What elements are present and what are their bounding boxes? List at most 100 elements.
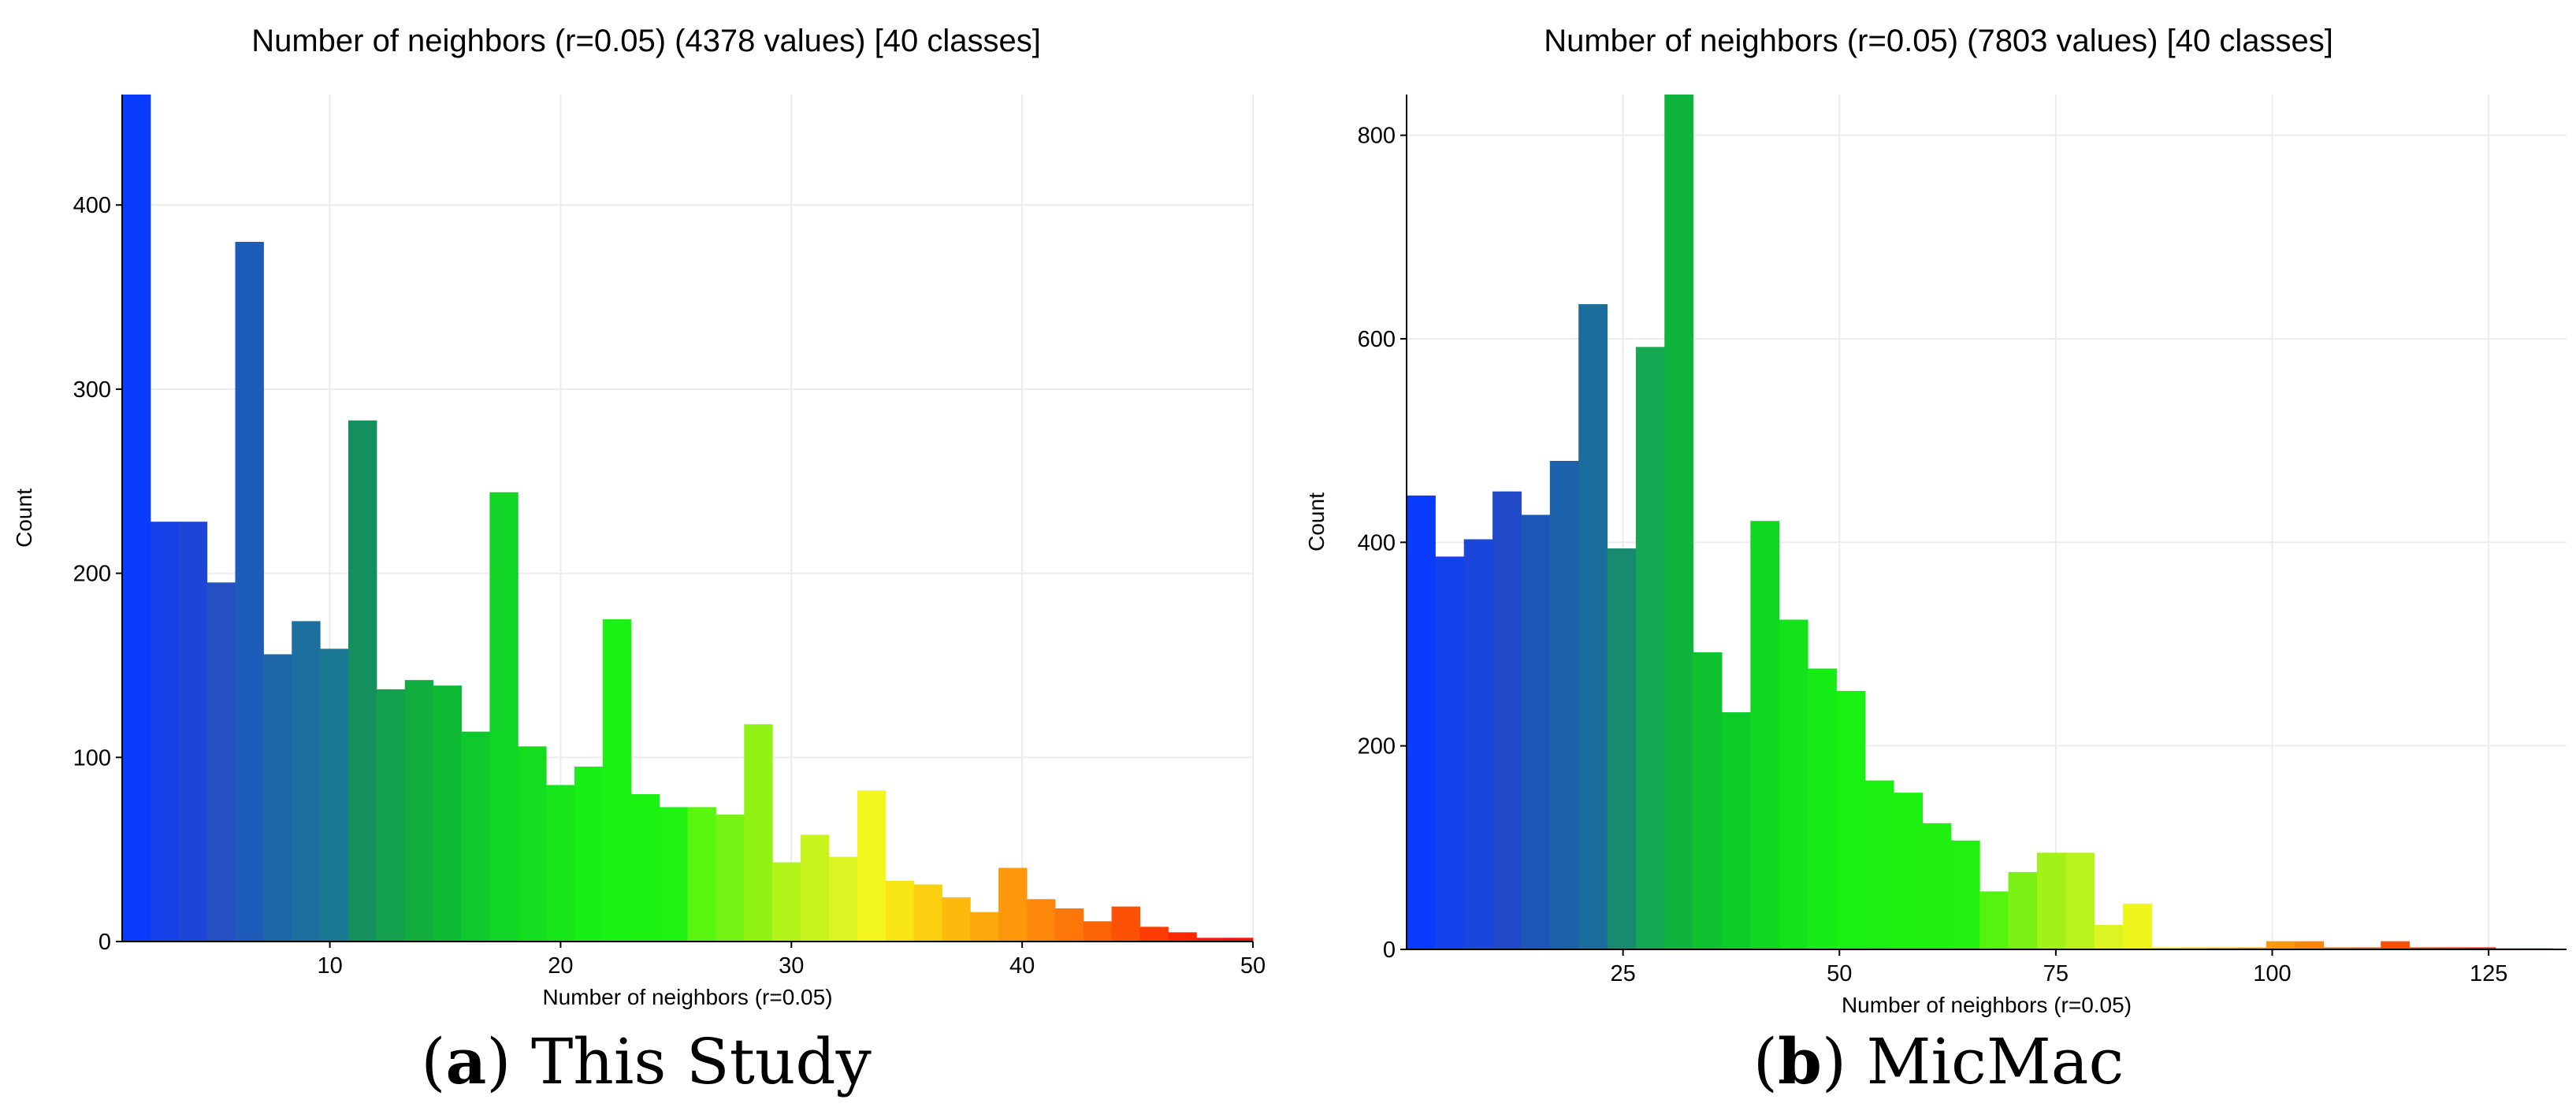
bar-a-8 — [348, 420, 377, 942]
bar-a-34 — [1083, 921, 1113, 942]
bar-a-35 — [1111, 906, 1140, 942]
bar-a-28 — [913, 884, 942, 942]
bar-b-21 — [2008, 871, 2038, 949]
bar-b-35 — [2409, 947, 2439, 949]
bar-b-29 — [2237, 947, 2267, 949]
bar-b-1 — [1435, 556, 1465, 949]
bar-b-16 — [1864, 780, 1894, 949]
bar-a-32 — [1027, 899, 1056, 942]
bar-a-37 — [1168, 932, 1197, 942]
x-tick-label-0: 10 — [317, 953, 342, 979]
bar-b-36 — [2437, 947, 2467, 949]
caption-letter-b: b — [1777, 1024, 1822, 1098]
chart-title-b: Number of neighbors (r=0.05) (7803 value… — [1544, 24, 2333, 58]
bar-a-13 — [489, 492, 519, 942]
x-axis-label: Number of neighbors (r=0.05) — [542, 985, 832, 1009]
y-tick-label-3: 600 — [1358, 327, 1396, 352]
x-axis-label: Number of neighbors (r=0.05) — [1842, 993, 2132, 1017]
bar-b-12 — [1750, 521, 1780, 949]
bar-a-19 — [659, 807, 688, 942]
panel-a: Number of neighbors (r=0.05) (4378 value… — [0, 0, 1277, 1118]
bar-a-4 — [235, 241, 264, 942]
bar-a-33 — [1054, 908, 1084, 942]
bar-a-30 — [970, 912, 999, 942]
bar-b-10 — [1693, 652, 1723, 949]
bar-a-39 — [1225, 938, 1254, 942]
bar-b-15 — [1836, 690, 1866, 949]
bar-a-25 — [828, 856, 858, 942]
bar-a-31 — [998, 867, 1028, 942]
bar-a-23 — [772, 862, 801, 942]
bar-a-10 — [404, 680, 434, 942]
bar-a-15 — [546, 785, 575, 942]
x-tick-label-2: 30 — [779, 953, 804, 979]
x-tick-label-4: 125 — [2470, 961, 2507, 986]
bar-b-33 — [2351, 947, 2381, 949]
y-tick-label-1: 200 — [1358, 734, 1396, 760]
x-tick-label-3: 40 — [1009, 953, 1035, 979]
x-tick-label-4: 50 — [1240, 953, 1266, 979]
bar-b-5 — [1549, 461, 1579, 949]
bar-b-23 — [2065, 852, 2095, 949]
chart-title-a: Number of neighbors (r=0.05) (4378 value… — [251, 24, 1041, 58]
bar-a-1 — [150, 522, 180, 942]
bar-b-18 — [1922, 823, 1952, 949]
bar-a-27 — [885, 880, 914, 942]
y-tick-label-0: 0 — [99, 930, 111, 955]
x-tick-label-0: 25 — [1610, 961, 1635, 986]
bar-a-21 — [716, 814, 745, 942]
bar-a-24 — [801, 834, 830, 942]
bar-a-5 — [263, 654, 292, 942]
bar-b-27 — [2180, 947, 2210, 949]
bar-b-9 — [1664, 95, 1694, 949]
bar-a-38 — [1196, 938, 1225, 942]
bar-a-29 — [942, 897, 971, 942]
bar-b-26 — [2151, 947, 2181, 949]
x-tick-label-3: 100 — [2253, 961, 2291, 986]
bar-b-19 — [1950, 840, 1980, 949]
x-tick-label-1: 20 — [548, 953, 573, 979]
panel-b: Number of neighbors (r=0.05) (7803 value… — [1292, 0, 2576, 1118]
bar-b-30 — [2266, 941, 2295, 949]
caption-text-b: MicMac — [1846, 1025, 2124, 1098]
bar-a-12 — [461, 731, 490, 942]
histogram-b: 0 200 400 600 800 25 50 75 100 125 Number of neigh… — [1304, 95, 2567, 1017]
bar-a-9 — [376, 689, 406, 942]
bar-a-18 — [630, 794, 660, 942]
caption-b: (b) MicMac — [1753, 1024, 2124, 1098]
y-tick-label-2: 400 — [1358, 530, 1396, 555]
bar-b-14 — [1808, 668, 1837, 949]
y-tick-label-2: 200 — [73, 562, 111, 587]
caption-text-a: This Study — [511, 1025, 872, 1098]
bar-b-6 — [1578, 304, 1608, 949]
bar-b-20 — [1979, 891, 2009, 949]
bar-b-13 — [1779, 619, 1808, 949]
bar-a-16 — [574, 766, 604, 942]
bar-a-6 — [292, 621, 321, 942]
bar-a-17 — [602, 619, 632, 942]
bar-b-25 — [2123, 903, 2152, 949]
bar-b-17 — [1894, 793, 1923, 949]
bar-a-20 — [687, 807, 716, 942]
bar-b-37 — [2466, 947, 2496, 949]
bar-b-2 — [1463, 539, 1493, 949]
bar-b-8 — [1635, 347, 1665, 949]
histogram-a: 0 100 200 300 400 10 20 30 40 50 Number of neighbo… — [12, 95, 1266, 1009]
bar-b-31 — [2295, 941, 2325, 949]
bar-a-0 — [122, 95, 151, 942]
y-axis-label: Count — [12, 488, 36, 548]
caption-a: (a) This Study — [421, 1024, 872, 1098]
bar-a-7 — [320, 648, 349, 942]
y-tick-label-0: 0 — [1383, 938, 1396, 963]
y-tick-label-1: 100 — [73, 745, 111, 771]
bar-b-0 — [1407, 495, 1436, 949]
bar-b-28 — [2209, 947, 2238, 949]
bar-b-4 — [1521, 514, 1551, 949]
bar-b-32 — [2323, 947, 2353, 949]
caption-letter-a: a — [445, 1024, 487, 1098]
bar-a-22 — [744, 724, 773, 942]
y-tick-label-4: 400 — [73, 193, 111, 218]
bar-a-3 — [206, 582, 236, 942]
bar-a-2 — [178, 522, 208, 942]
y-tick-label-3: 300 — [73, 377, 111, 403]
